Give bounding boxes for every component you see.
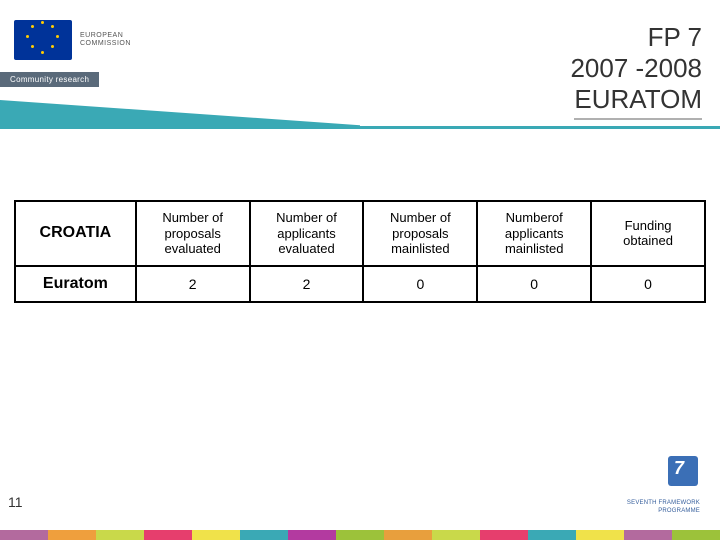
fp7-mark-icon: 7 bbox=[658, 456, 700, 498]
eu-flag-icon bbox=[14, 20, 72, 60]
european-commission-logo: EUROPEAN COMMISSION bbox=[14, 10, 134, 70]
col-header: Funding obtained bbox=[591, 201, 705, 266]
bottom-bar-segment bbox=[144, 530, 192, 540]
title-line-2: 2007 -2008 bbox=[570, 53, 702, 84]
bottom-bar-segment bbox=[576, 530, 624, 540]
table-cell: 0 bbox=[591, 266, 705, 302]
bottom-bar-segment bbox=[288, 530, 336, 540]
header-swoosh bbox=[0, 100, 360, 128]
col-header: Numberof applicants mainlisted bbox=[477, 201, 591, 266]
ec-label-line2: COMMISSION bbox=[80, 40, 131, 48]
bottom-bar-segment bbox=[336, 530, 384, 540]
euratom-table: CROATIA Number of proposals evaluated Nu… bbox=[14, 200, 706, 303]
col-header: Number of applicants evaluated bbox=[250, 201, 364, 266]
fp7-logo: 7 SEVENTH FRAMEWORK PROGRAMME bbox=[610, 456, 700, 514]
bottom-bar-segment bbox=[528, 530, 576, 540]
fp7-sub-line1: SEVENTH FRAMEWORK bbox=[610, 500, 700, 506]
col-header: Number of proposals evaluated bbox=[136, 201, 250, 266]
table-cell: 0 bbox=[363, 266, 477, 302]
bottom-bar-segment bbox=[480, 530, 528, 540]
table-cell: 2 bbox=[250, 266, 364, 302]
bottom-color-bar bbox=[0, 530, 720, 540]
col-header: Number of proposals mainlisted bbox=[363, 201, 477, 266]
ec-label-line1: EUROPEAN bbox=[80, 32, 131, 40]
row-header-croatia: CROATIA bbox=[15, 201, 136, 266]
bottom-bar-segment bbox=[192, 530, 240, 540]
fp7-glyph: 7 bbox=[674, 458, 684, 479]
eu-stars bbox=[24, 21, 62, 59]
ec-label: EUROPEAN COMMISSION bbox=[80, 32, 131, 47]
page-number: 11 bbox=[8, 494, 23, 510]
community-research-tag: Community research bbox=[0, 72, 99, 87]
slide-content: CROATIA Number of proposals evaluated Nu… bbox=[14, 200, 706, 303]
table-cell: 0 bbox=[477, 266, 591, 302]
bottom-bar-segment bbox=[432, 530, 480, 540]
slide-header: EUROPEAN COMMISSION Community research F… bbox=[0, 0, 720, 130]
slide-title: FP 7 2007 -2008 EURATOM bbox=[570, 22, 702, 120]
table-cell: 2 bbox=[136, 266, 250, 302]
bottom-bar-segment bbox=[624, 530, 672, 540]
title-line-1: FP 7 bbox=[570, 22, 702, 53]
bottom-bar-segment bbox=[0, 530, 48, 540]
fp7-sub-line2: PROGRAMME bbox=[610, 508, 700, 514]
bottom-bar-segment bbox=[96, 530, 144, 540]
table-row: CROATIA Number of proposals evaluated Nu… bbox=[15, 201, 705, 266]
row-header-euratom: Euratom bbox=[15, 266, 136, 302]
title-line-3: EURATOM bbox=[574, 84, 702, 119]
header-divider bbox=[0, 126, 720, 129]
bottom-bar-segment bbox=[384, 530, 432, 540]
table-row: Euratom 2 2 0 0 0 bbox=[15, 266, 705, 302]
bottom-bar-segment bbox=[48, 530, 96, 540]
bottom-bar-segment bbox=[672, 530, 720, 540]
bottom-bar-segment bbox=[240, 530, 288, 540]
